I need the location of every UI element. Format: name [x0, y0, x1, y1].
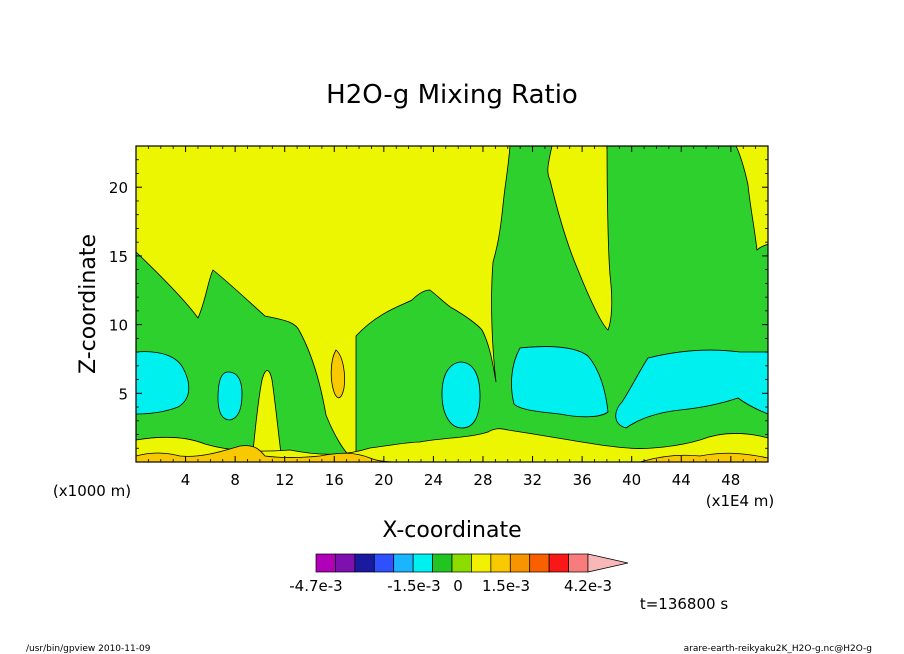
x-tick-label: 44 [672, 471, 691, 489]
x-tick-label: 24 [424, 471, 443, 489]
region-cyan-2 [217, 371, 243, 421]
colorbar-swatch-10 [509, 553, 531, 573]
colorbar-swatch-6 [432, 553, 453, 573]
colorbar-label: -1.5e-3 [387, 577, 440, 595]
x-tick-label: 48 [721, 471, 740, 489]
colorbar-swatch-1 [335, 553, 356, 573]
x-axis-label: X-coordinate [382, 518, 521, 543]
x-ticks: 4 8 12 16 20 24 28 32 36 40 44 48 [147, 146, 757, 489]
colorbar-swatch-2 [354, 553, 375, 573]
colorbar-swatch-7 [451, 553, 472, 573]
y-axis-label: Z-coordinate [76, 234, 101, 374]
time-label: t=136800 s [640, 595, 728, 613]
x-tick-label: 28 [473, 471, 492, 489]
y-tick-label: 15 [109, 248, 128, 266]
x-tick-label: 36 [573, 471, 592, 489]
colorbar-label: -4.7e-3 [289, 577, 342, 595]
colorbar-arrow [587, 553, 629, 573]
chart-title: H2O-g Mixing Ratio [326, 80, 578, 110]
colorbar-swatch-13 [568, 553, 589, 573]
region-cyan-5 [615, 349, 768, 429]
footer-left: /usr/bin/gpview 2010-11-09 [26, 644, 151, 654]
x-tick-label: 16 [325, 471, 344, 489]
x-tick-label: 20 [374, 471, 393, 489]
y-tick-label: 20 [109, 179, 128, 197]
colorbar-swatch-9 [490, 553, 511, 573]
colorbar-swatch-0 [315, 553, 336, 573]
colorbar-swatch-5 [412, 553, 433, 573]
region-cyan-4 [511, 346, 609, 418]
y-ticks: 5 10 15 20 [109, 159, 768, 449]
colorbar-swatch-4 [393, 553, 414, 573]
x-tick-label: 8 [230, 471, 240, 489]
colorbar [315, 553, 629, 573]
region-orange-bottom [136, 445, 768, 462]
colorbar-label: 4.2e-3 [564, 577, 612, 595]
colorbar-swatch-8 [471, 553, 492, 573]
region-green [136, 146, 768, 462]
x-tick-label: 40 [622, 471, 641, 489]
region-yellow-inner [251, 370, 283, 462]
plot-area [136, 146, 768, 462]
region-orange-blob [330, 349, 345, 399]
footer-right: arare-earth-reikyaku2K_H2O-g.nc@H2O-g [684, 644, 872, 654]
colorbar-label: 0 [453, 577, 463, 595]
y-tick-label: 5 [118, 385, 128, 403]
region-cyan-1 [136, 351, 190, 415]
colorbar-labels: -4.7e-3 -1.5e-3 0 1.5e-3 4.2e-3 [289, 577, 612, 595]
colorbar-swatch-11 [529, 553, 550, 573]
region-cyan-3 [441, 361, 481, 429]
y-axis-unit: (x1000 m) [53, 482, 131, 500]
x-axis-unit: (x1E4 m) [706, 492, 775, 510]
colorbar-label: 1.5e-3 [482, 577, 530, 595]
x-tick-label: 4 [181, 471, 191, 489]
y-tick-label: 10 [109, 317, 128, 335]
plot-frame [135, 145, 769, 463]
x-tick-label: 32 [523, 471, 542, 489]
x-tick-label: 12 [275, 471, 294, 489]
colorbar-swatch-3 [373, 553, 395, 573]
colorbar-swatch-12 [548, 553, 569, 573]
